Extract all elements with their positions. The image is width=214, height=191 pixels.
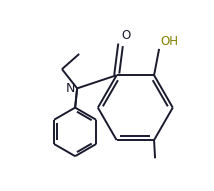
Text: N: N <box>66 82 76 95</box>
Text: OH: OH <box>161 35 179 48</box>
Text: O: O <box>122 29 131 42</box>
